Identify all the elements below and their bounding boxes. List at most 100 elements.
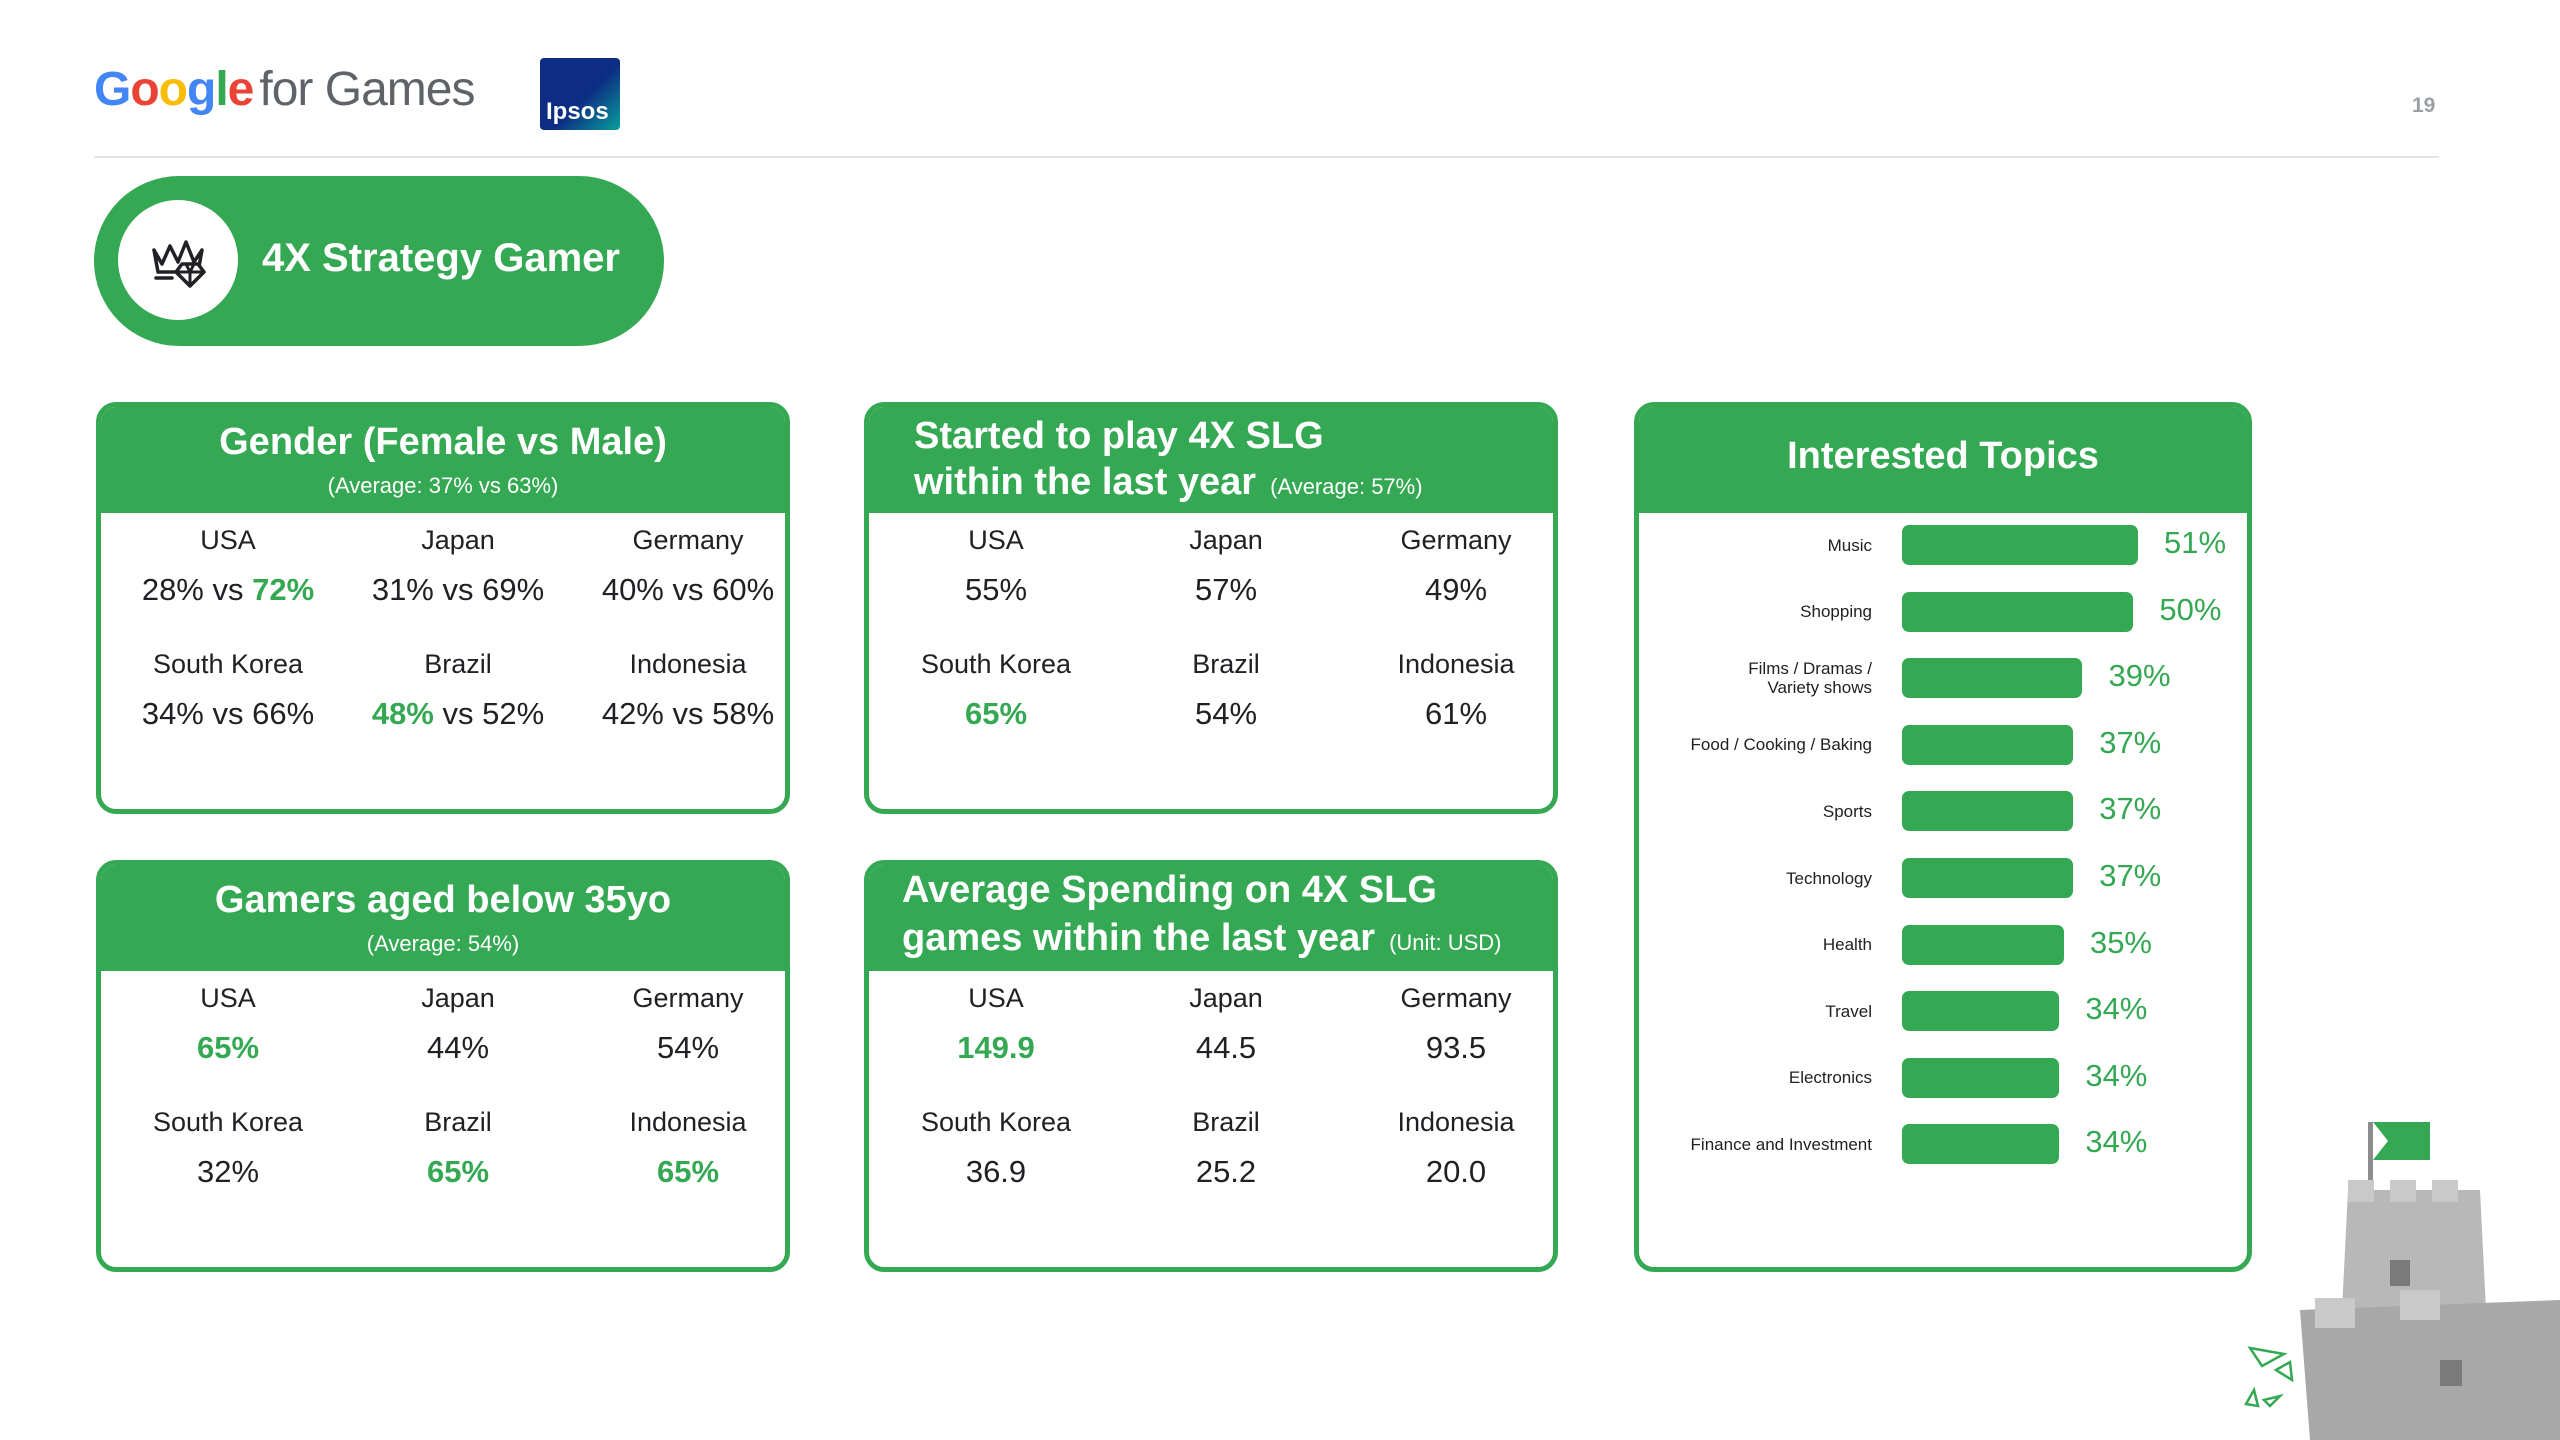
- topic-label: Music: [1828, 536, 1872, 555]
- topic-label: Sports: [1823, 802, 1872, 821]
- battlement: [2390, 1180, 2416, 1202]
- google-letter: o: [158, 63, 188, 116]
- vs-text: vs: [433, 696, 483, 731]
- country-name: South Korea: [152, 1107, 304, 1137]
- country-cell: South Korea 32%: [113, 1107, 343, 1190]
- google-letter: o: [130, 63, 159, 116]
- metric-value: 54%: [656, 1030, 720, 1065]
- country-value: 36.9: [881, 1154, 1111, 1190]
- topic-label-line: Health: [1822, 935, 1872, 955]
- metric-value: 25.2: [1195, 1154, 1257, 1189]
- female-share: 40%: [601, 572, 664, 607]
- topic-bar: [1902, 924, 2064, 965]
- country-value: 54%: [573, 1030, 785, 1066]
- country-name: Germany: [1400, 525, 1512, 555]
- metric-value: 149.9: [957, 1030, 1035, 1065]
- flag-icon: [2373, 1122, 2430, 1160]
- topic-value-label: 37%: [2099, 858, 2162, 893]
- topic-label: Electronics: [1789, 1068, 1872, 1087]
- metric-value: 32%: [196, 1154, 260, 1189]
- spending-title-line2: games within the last year: [902, 917, 1376, 959]
- topic-label-line: Food / Cooking / Baking: [1690, 735, 1872, 755]
- topic-label: Shopping: [1800, 602, 1872, 621]
- country-value: 28% vs 72%: [113, 572, 343, 608]
- google-wordmark: Google: [94, 63, 255, 116]
- country-value: 149.9: [881, 1030, 1111, 1066]
- country-value: 44.5: [1111, 1030, 1341, 1066]
- castle-window: [2440, 1360, 2462, 1386]
- aged-card-header: Gamers aged below 35yo (Average: 54%): [101, 865, 785, 971]
- vs-text: vs: [203, 696, 253, 731]
- country-name: Japan: [1189, 983, 1263, 1013]
- country-value: 65%: [573, 1154, 785, 1190]
- female-share: 48%: [371, 696, 434, 731]
- country-value: 49%: [1341, 572, 1553, 608]
- female-share: 34%: [141, 696, 204, 731]
- started-title-line1: Started to play 4X SLG: [914, 415, 1324, 457]
- country-name: Japan: [1189, 525, 1263, 555]
- metric-value: 36.9: [965, 1154, 1027, 1189]
- country-cell: Germany 93.5: [1341, 983, 1553, 1066]
- country-name: USA: [968, 983, 1024, 1013]
- google-letter: l: [215, 63, 228, 116]
- started-card-header: Started to play 4X SLG within the last y…: [869, 407, 1553, 513]
- google-for-games-logo: Google for Games: [94, 62, 475, 117]
- country-value: 42% vs 58%: [573, 696, 785, 732]
- gender-card: Gender (Female vs Male) (Average: 37% vs…: [96, 402, 790, 814]
- country-name: Indonesia: [1397, 1107, 1515, 1137]
- metric-value: 49%: [1424, 572, 1488, 607]
- metric-value: 54%: [1194, 696, 1258, 731]
- started-title-line2-row: within the last year (Average: 57%): [914, 461, 1423, 504]
- battlement: [2315, 1298, 2355, 1328]
- vs-text: vs: [663, 572, 713, 607]
- vs-text: vs: [663, 696, 713, 731]
- country-value: 65%: [881, 696, 1111, 732]
- metric-value: 55%: [964, 572, 1028, 607]
- metric-value: 57%: [1194, 572, 1258, 607]
- castle-window: [2390, 1260, 2410, 1286]
- topic-value-label: 51%: [2164, 525, 2227, 560]
- country-name: South Korea: [152, 649, 304, 679]
- battlement: [2400, 1290, 2440, 1320]
- country-name: Brazil: [424, 649, 492, 679]
- topic-bar: [1902, 525, 2138, 565]
- topic-bar: [1902, 858, 2074, 898]
- country-name: Brazil: [1192, 649, 1260, 679]
- metric-value: 65%: [964, 696, 1028, 731]
- triangle-decor: [2244, 1346, 2294, 1408]
- country-cell: South Korea 65%: [881, 649, 1111, 732]
- gender-card-header: Gender (Female vs Male) (Average: 37% vs…: [101, 407, 785, 513]
- started-note: (Average: 57%): [1270, 474, 1423, 499]
- topic-value-label: 37%: [2099, 724, 2162, 760]
- country-cell: Indonesia 20.0: [1341, 1107, 1553, 1190]
- segment-title: 4X Strategy Gamer: [262, 236, 620, 280]
- aged-title: Gamers aged below 35yo: [214, 879, 672, 921]
- google-letter: e: [227, 63, 255, 116]
- topic-label: Food / Cooking / Baking: [1691, 735, 1872, 754]
- country-cell: Japan 57%: [1111, 525, 1341, 608]
- segment-pill: 4X Strategy Gamer: [94, 176, 664, 346]
- country-cell: Indonesia 42% vs 58%: [573, 649, 785, 732]
- topic-value-label: 34%: [2085, 1124, 2148, 1160]
- battlement: [2348, 1180, 2374, 1202]
- country-name: Indonesia: [629, 1107, 747, 1137]
- topics-card: Interested Topics Music 51% Shopping 50% Fil…: [1634, 402, 2252, 1272]
- country-cell: USA 149.9: [881, 983, 1111, 1066]
- topic-label-line: Sports: [1822, 801, 1872, 821]
- country-cell: USA 55%: [881, 525, 1111, 608]
- started-title-line2: within the last year: [914, 461, 1257, 503]
- vs-text: vs: [203, 572, 253, 607]
- topic-bar: [1902, 991, 2060, 1032]
- metric-value: 44%: [426, 1030, 490, 1065]
- castle-wall: [2300, 1300, 2560, 1440]
- male-share: 58%: [712, 696, 775, 731]
- country-name: Germany: [1400, 983, 1512, 1013]
- male-share: 66%: [252, 696, 315, 731]
- topic-bar: [1902, 1057, 2060, 1098]
- google-letter: G: [94, 63, 131, 116]
- country-value: 40% vs 60%: [573, 572, 785, 608]
- spending-card: Average Spending on 4X SLG games within …: [864, 860, 1558, 1272]
- topic-value-label: 34%: [2085, 991, 2148, 1027]
- header: Google for Games Ipsos 19: [0, 0, 2560, 160]
- country-cell: Indonesia 61%: [1341, 649, 1553, 732]
